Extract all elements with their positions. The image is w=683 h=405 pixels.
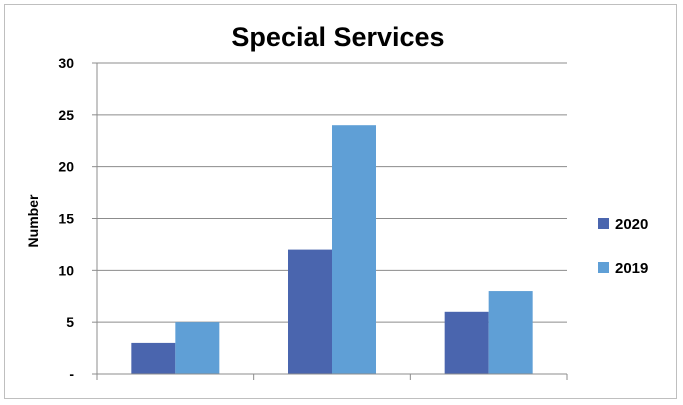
y-tick-label: 30 [58, 55, 74, 71]
axes [96, 63, 568, 380]
chart-title: Special Services [231, 22, 444, 52]
bar-2020-1 [288, 249, 332, 374]
y-axis-label: Number [25, 194, 41, 247]
legend-label-2020: 2020 [615, 216, 648, 233]
bar-2019-2 [488, 291, 533, 374]
y-tick-label: 25 [58, 107, 74, 123]
y-tick-label: 15 [58, 211, 74, 227]
bar-2020-2 [444, 311, 489, 374]
y-tick-label: - [69, 366, 74, 382]
legend-swatch-2020 [598, 218, 609, 229]
y-axis-ticks: - 5 10 15 20 25 30 [58, 55, 74, 382]
legend-label-2019: 2019 [615, 260, 648, 277]
legend-swatch-2019 [598, 262, 609, 273]
bar-2019-0 [175, 322, 220, 374]
bars [131, 125, 533, 374]
bar-2020-0 [131, 342, 176, 374]
y-tick-label: 10 [58, 262, 74, 278]
y-tick-label: 20 [58, 159, 74, 175]
bar-2019-1 [332, 125, 376, 374]
legend: 2020 2019 [598, 216, 648, 277]
y-tick-label: 5 [66, 314, 74, 330]
